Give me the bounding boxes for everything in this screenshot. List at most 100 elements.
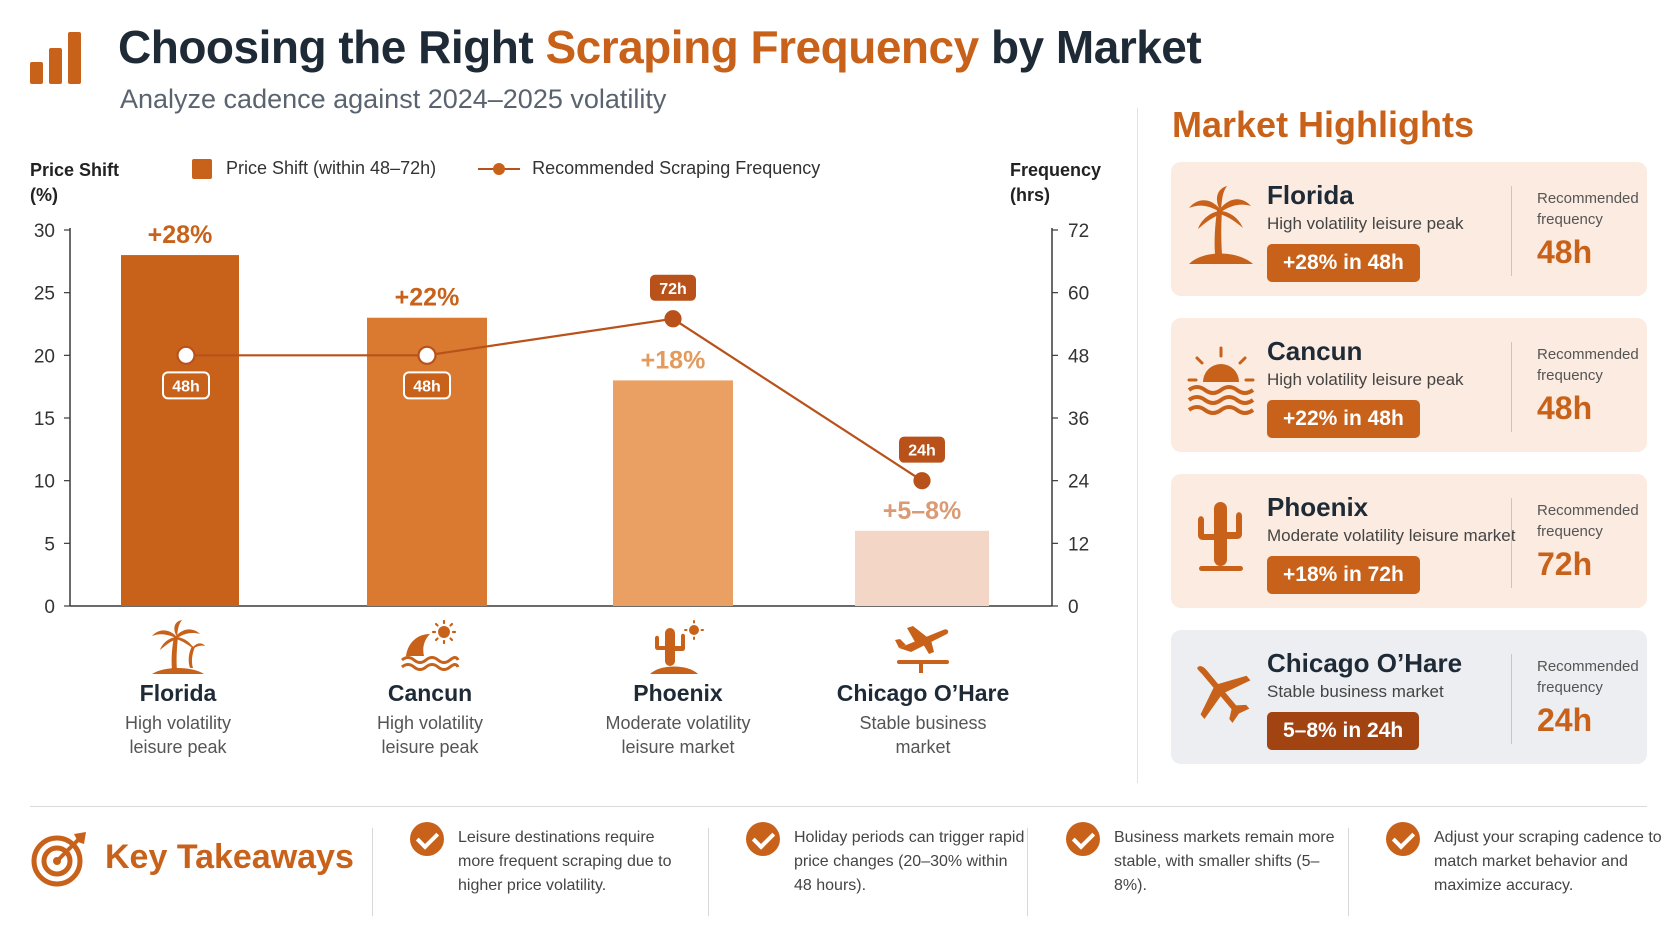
takeaway-divider <box>1027 828 1028 916</box>
takeaways-title: Key Takeaways <box>105 838 354 876</box>
frequency-point <box>417 345 437 365</box>
bar-value-label: +5–8% <box>883 497 962 525</box>
bar-chart-logo-icon <box>30 32 81 84</box>
takeaway-divider <box>1348 828 1349 916</box>
palm-tree-icon <box>152 620 205 674</box>
category-name: Cancun <box>387 680 473 706</box>
category-phoenix: Phoenix Moderate volatility leisure mark… <box>568 620 788 759</box>
category-name: Chicago O’Hare <box>836 680 1010 706</box>
price-shift-chart: 0 5 10 15 20 25 30 0 12 24 36 48 60 72 +28% +22% +18% +5–… <box>34 221 1090 618</box>
left-tick-label: 20 <box>34 346 55 367</box>
highlight-card-cancun: Cancun High volatility leisure peak +22%… <box>1171 318 1647 452</box>
footer-divider <box>30 806 1647 807</box>
check-icon <box>1066 822 1100 856</box>
category-desc: Moderate volatility leisure market <box>605 713 751 757</box>
left-tick-label: 30 <box>34 221 55 242</box>
frequency-label-badge <box>650 274 696 301</box>
takeaway-divider <box>708 828 709 916</box>
highlight-card-florida: Florida High volatility leisure peak +28… <box>1171 162 1647 296</box>
card-name: Phoenix <box>1267 492 1369 522</box>
legend-bar-swatch <box>192 158 212 179</box>
legend-line-swatch <box>478 162 521 176</box>
card-name: Florida <box>1267 180 1354 210</box>
card-badge: 5–8% in 24h <box>1267 712 1420 750</box>
card-badge: +22% in 48h <box>1267 400 1420 438</box>
card-divider <box>1511 654 1512 744</box>
takeaway-text: Leisure destinations require more freque… <box>458 829 672 894</box>
left-tick-label: 15 <box>34 409 55 430</box>
left-axis-title: Price Shift (%) <box>30 160 120 205</box>
page-subtitle: Analyze cadence against 2024–2025 volati… <box>120 84 667 114</box>
check-icon <box>746 822 780 856</box>
card-desc: Moderate volatility leisure market <box>1267 526 1516 545</box>
right-tick-label: 36 <box>1068 409 1089 430</box>
airplane-icon <box>1197 666 1251 723</box>
check-icon <box>1386 822 1420 856</box>
card-frequency: 48h <box>1537 390 1593 426</box>
card-rec-label: Recommended frequency <box>1537 346 1639 384</box>
left-tick-label: 5 <box>44 534 55 555</box>
card-frequency: 24h <box>1537 702 1593 738</box>
frequency-label: 48h <box>172 378 200 395</box>
card-divider <box>1511 498 1512 588</box>
card-rec-label: Recommended frequency <box>1537 658 1639 696</box>
chart-legend: Price Shift (within 48–72h) Recommended … <box>192 158 820 179</box>
frequency-point <box>913 472 931 490</box>
category-desc: Stable business market <box>859 713 987 757</box>
category-name: Florida <box>139 680 217 706</box>
category-cancun: Cancun High volatility leisure peak <box>320 620 540 759</box>
card-rec-label: Recommended frequency <box>1537 190 1639 228</box>
card-badge: +28% in 48h <box>1267 244 1420 282</box>
left-tick-label: 0 <box>44 597 55 618</box>
frequency-label: 48h <box>413 378 441 395</box>
card-divider <box>1511 186 1512 276</box>
bar <box>121 255 239 607</box>
category-chicago: Chicago O’Hare Stable business market <box>813 620 1033 759</box>
right-tick-label: 0 <box>1068 597 1079 618</box>
card-badge: +18% in 72h <box>1267 556 1420 594</box>
target-icon <box>31 832 86 887</box>
beach-sun-icon <box>401 620 460 671</box>
palm-tree-icon <box>1189 186 1253 264</box>
frequency-label-badge <box>899 436 945 463</box>
highlights-title: Market Highlights <box>1172 104 1475 145</box>
highlight-card-phoenix: Phoenix Moderate volatility leisure mark… <box>1171 474 1647 608</box>
takeaway-text: Holiday periods can trigger rapid price … <box>794 829 1025 894</box>
card-name: Chicago O’Hare <box>1267 648 1463 678</box>
right-axis-title: Frequency (hrs) <box>1010 160 1102 205</box>
section-divider <box>1137 108 1138 783</box>
card-desc: High volatility leisure peak <box>1267 370 1464 389</box>
right-tick-label: 12 <box>1068 534 1089 555</box>
check-icon <box>410 822 444 856</box>
bar <box>367 317 487 606</box>
takeaway-divider <box>372 828 373 916</box>
category-florida: Florida High volatility leisure peak <box>68 620 288 759</box>
bar-value-label: +18% <box>641 346 706 374</box>
takeaway-text: Business markets remain more stable, wit… <box>1114 829 1335 894</box>
left-tick-label: 10 <box>34 472 55 493</box>
legend-line-label: Recommended Scraping Frequency <box>532 158 821 178</box>
cactus-icon <box>1198 502 1243 571</box>
page-title: Choosing the Right Scraping Frequency by… <box>118 21 1202 73</box>
category-name: Phoenix <box>633 680 723 706</box>
legend-bar-label: Price Shift (within 48–72h) <box>226 158 437 178</box>
frequency-line <box>186 317 923 482</box>
bar-value-label: +22% <box>395 284 460 312</box>
card-desc: High volatility leisure peak <box>1267 214 1464 233</box>
frequency-label-badge <box>403 371 451 400</box>
bar <box>855 530 989 606</box>
card-divider <box>1511 342 1512 432</box>
frequency-label-badge <box>162 371 210 400</box>
right-tick-label: 60 <box>1068 284 1089 305</box>
category-desc: High volatility leisure peak <box>124 713 232 757</box>
right-tick-label: 48 <box>1068 346 1089 367</box>
takeaway-text: Adjust your scraping cadence to match ma… <box>1434 829 1662 894</box>
bar <box>613 380 733 606</box>
frequency-label: 24h <box>908 443 936 460</box>
frequency-point <box>176 345 196 365</box>
category-desc: High volatility leisure peak <box>376 713 484 757</box>
right-tick-label: 24 <box>1068 472 1090 493</box>
cactus-icon <box>650 620 704 674</box>
right-tick-label: 72 <box>1068 221 1089 242</box>
card-desc: Stable business market <box>1267 682 1444 701</box>
